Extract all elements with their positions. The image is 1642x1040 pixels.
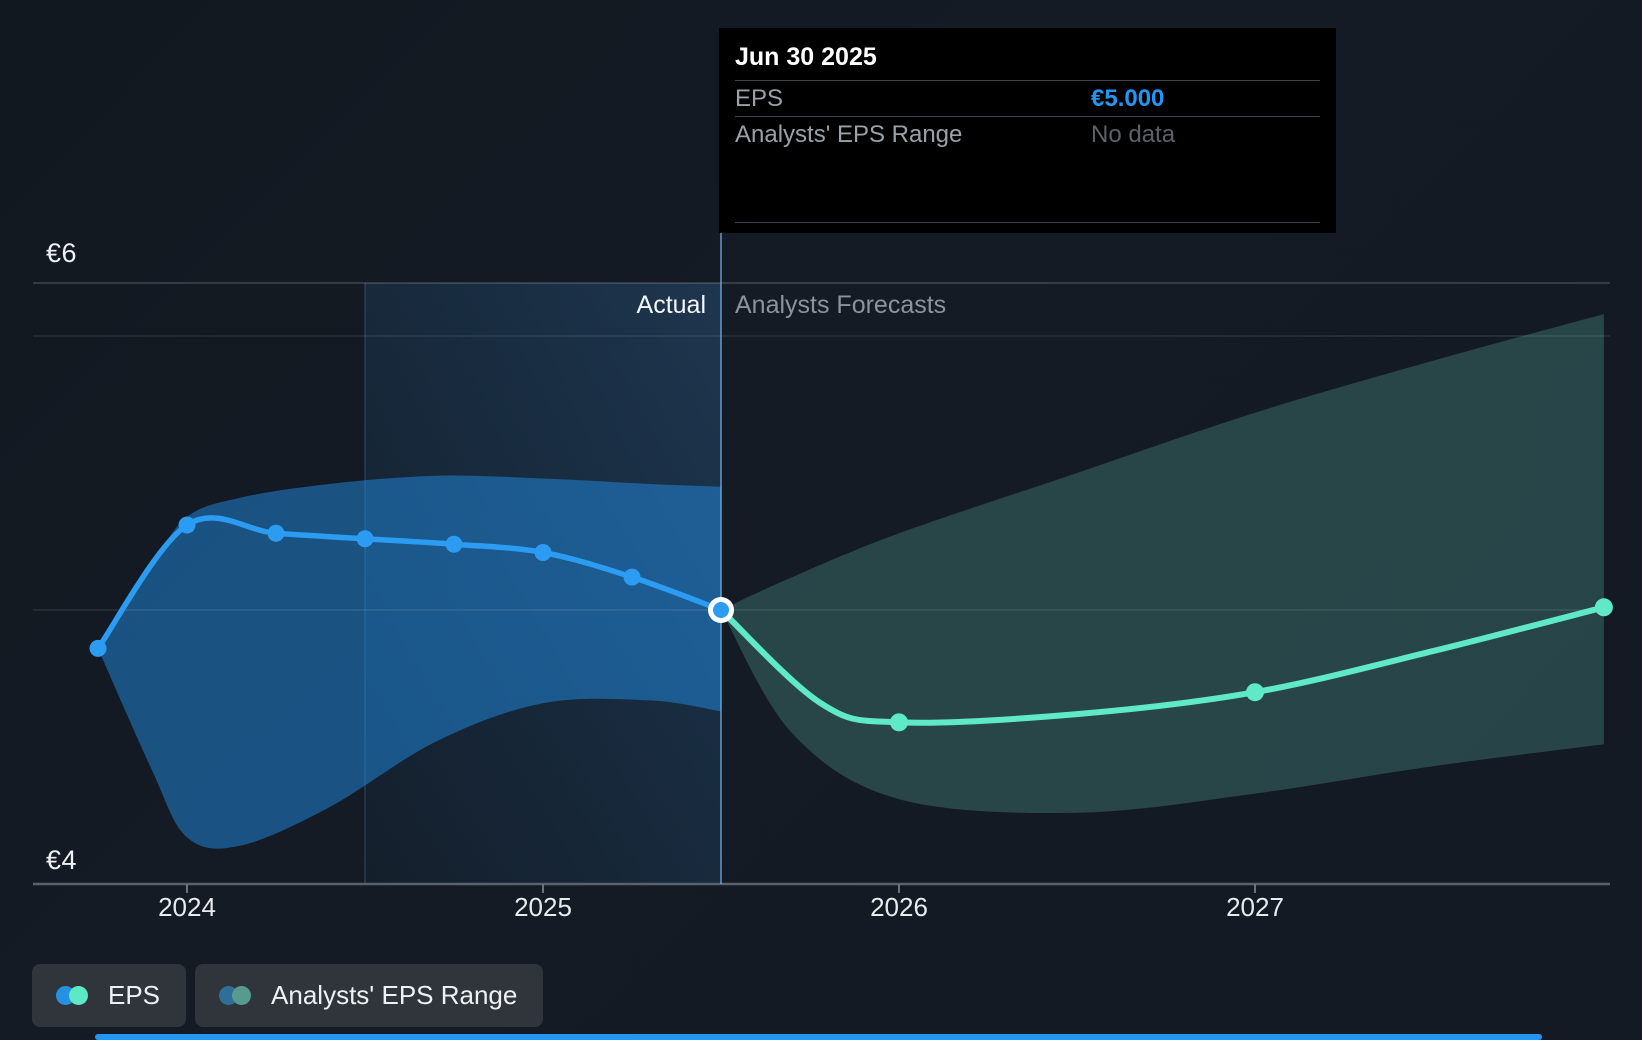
bottom-accent-bar [95, 1034, 1542, 1040]
forecast-point-dot[interactable] [1246, 683, 1264, 702]
x-tick-2024: 2024 [158, 892, 216, 922]
tooltip-range-label: Analysts' EPS Range [735, 120, 963, 148]
forecast-eps-line[interactable] [718, 604, 1607, 726]
legend-chip-eps-range[interactable]: Analysts' EPS Range [195, 964, 544, 1027]
highlight-region [365, 283, 721, 884]
legend-eps-range-label: Analysts' EPS Range [271, 980, 518, 1010]
actual-point-dot[interactable] [623, 568, 641, 586]
tooltip-spacer [735, 152, 1320, 222]
tooltip-eps-row: EPS €5.000 [735, 81, 1320, 117]
tooltip-range-value: No data [1091, 120, 1176, 148]
x-tick-2027: 2027 [1226, 892, 1284, 922]
eps-legend-dots-icon [56, 986, 88, 1005]
chart-legend: EPS Analysts' EPS Range [32, 964, 544, 1027]
selected-point-dot[interactable] [713, 602, 729, 618]
range-teal-dot-icon [232, 986, 252, 1005]
actual-point-dot[interactable] [534, 543, 552, 561]
actual-region-label: Actual [636, 291, 706, 319]
forecast-range-band [721, 314, 1604, 814]
actual-point-dot[interactable] [178, 516, 196, 534]
forecast-point-dot[interactable] [890, 713, 908, 732]
tooltip-date-title: Jun 30 2025 [735, 28, 1320, 81]
actual-point-dot[interactable] [267, 524, 285, 542]
actual-point-dot[interactable] [356, 530, 374, 548]
forecast-point-dot[interactable] [1594, 598, 1613, 617]
tooltip-eps-value: €5.000 [1091, 84, 1165, 112]
hover-tooltip: Jun 30 2025 EPS €5.000 Analysts' EPS Ran… [719, 28, 1336, 233]
tooltip-bottom-divider [735, 222, 1320, 223]
actual-point-dot[interactable] [445, 535, 463, 553]
eps-teal-dot-icon [69, 986, 88, 1005]
tooltip-range-row: Analysts' EPS Range No data [735, 117, 1320, 152]
tooltip-eps-label: EPS [735, 84, 784, 112]
forecasts-region-label: Analysts Forecasts [735, 291, 947, 319]
eps-range-legend-dots-icon [219, 986, 252, 1005]
legend-eps-label: EPS [108, 980, 161, 1010]
actual-range-band [98, 475, 721, 849]
y-axis-label-bottom: €4 [46, 845, 78, 875]
legend-chip-eps[interactable]: EPS [32, 964, 187, 1027]
y-axis-label-top: €6 [46, 238, 78, 268]
actual-point-dot[interactable] [89, 639, 107, 657]
x-tick-2026: 2026 [870, 892, 928, 922]
x-tick-2025: 2025 [514, 892, 572, 922]
